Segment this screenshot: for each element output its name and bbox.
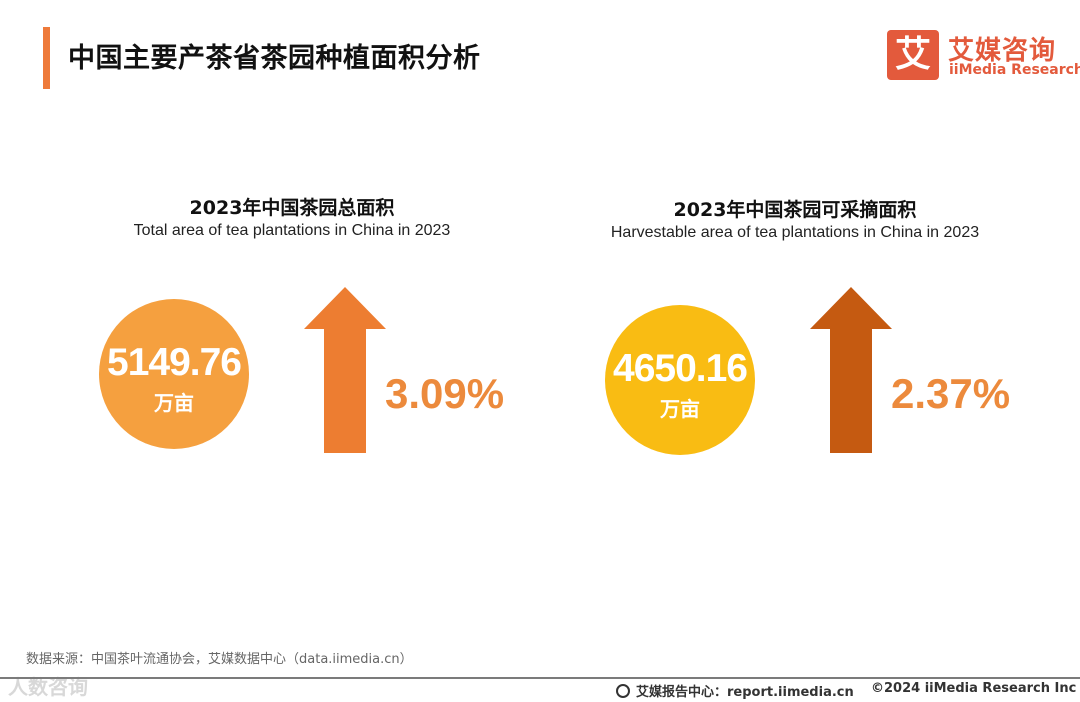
footer-report-text[interactable]: 艾媒报告中心：report.iimedia.cn [636,685,854,700]
footer-divider [0,677,1080,679]
panel-1-title: 2023年中国茶园总面积 Total area of tea plantatio… [92,193,492,240]
total-area-value: 5149.76 [107,341,242,384]
total-area-unit: 万亩 [154,391,194,415]
footer-copyright: ©2024 iiMedia Research Inc [871,681,1077,696]
panel-1-title-cn: 2023年中国茶园总面积 [189,197,395,219]
page-title: 中国主要产茶省茶园种植面积分析 [68,43,481,74]
panel-2-title-cn: 2023年中国茶园可采摘面积 [673,199,917,221]
harvestable-growth-up-arrow-icon [810,287,892,453]
title-accent-bar [43,27,50,89]
brand-logo-icon: 艾 [887,30,939,80]
harvestable-area-circle: 4650.16 万亩 [605,305,755,455]
harvestable-area-growth: 2.37% [891,370,1011,417]
harvestable-area-value: 4650.16 [613,347,748,390]
brand-name-en: iiMedia Research [949,62,1080,78]
panel-2-title: 2023年中国茶园可采摘面积 Harvestable area of tea p… [575,195,1015,242]
brand-logo: 艾 艾媒咨询 iiMedia Research [887,30,1080,80]
watermark: 人数咨询 [8,675,88,699]
total-area-circle: 5149.76 万亩 [99,299,249,449]
harvestable-area-unit: 万亩 [660,397,700,421]
panel-2-title-en: Harvestable area of tea plantations in C… [610,224,980,241]
total-growth-up-arrow-icon [304,287,386,453]
panel-1-title-en: Total area of tea plantations in China i… [133,222,451,239]
footer-report-center: 艾媒报告中心：report.iimedia.cn [616,681,854,700]
data-source: 数据来源：中国茶叶流通协会，艾媒数据中心（data.iimedia.cn） [26,652,413,667]
arrow-shape-1 [304,287,386,453]
total-area-growth: 3.09% [385,370,505,417]
globe-icon [616,684,630,698]
brand-name-cn: 艾媒咨询 [948,36,1057,66]
arrow-shape-2 [810,287,892,453]
